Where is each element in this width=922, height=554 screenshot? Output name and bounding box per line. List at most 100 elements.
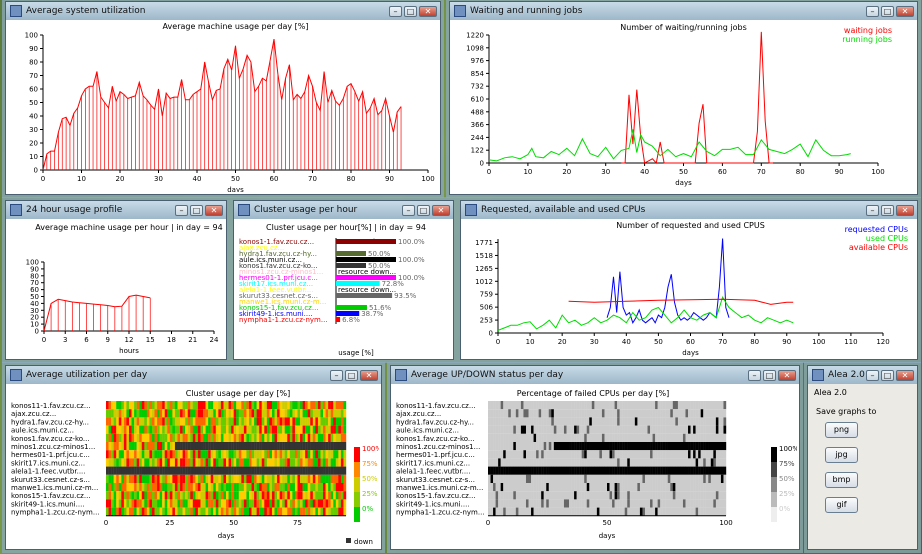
save-png-button[interactable]: png: [825, 422, 858, 438]
maximize-button[interactable]: □: [881, 204, 894, 216]
maximize-button[interactable]: □: [190, 204, 203, 216]
heat-cell: [614, 466, 618, 475]
close-button[interactable]: ✕: [205, 204, 223, 216]
heat-cell: [604, 442, 608, 451]
heat-cell: [190, 442, 194, 451]
heat-cell: [164, 458, 168, 467]
maximize-button[interactable]: □: [404, 5, 417, 17]
minimize-button[interactable]: –: [389, 5, 402, 17]
heat-cell: [172, 409, 176, 418]
heat-cell: [205, 450, 209, 459]
titlebar[interactable]: 24 hour usage profile – □ ✕: [6, 201, 226, 219]
row-label: hydra1.fav.zcu.cz-hy...: [11, 418, 89, 426]
heat-cell: [538, 450, 542, 459]
heat-cell: [248, 442, 252, 451]
heat-cell: [660, 450, 663, 459]
heat-cell: [579, 483, 582, 492]
heat-cell: [637, 466, 641, 475]
heat-cell: [146, 442, 150, 451]
titlebar[interactable]: Cluster usage per hour – □ ✕: [234, 201, 453, 219]
minimize-button[interactable]: –: [866, 369, 879, 381]
maximize-button[interactable]: □: [881, 5, 894, 17]
heat-cell: [518, 491, 522, 500]
titlebar[interactable]: Alea 2.0 – □ ✕: [808, 366, 917, 384]
maximize-button[interactable]: □: [881, 369, 894, 381]
heat-cell: [126, 474, 130, 483]
heat-cell: [533, 491, 537, 500]
heat-cell: [604, 499, 608, 508]
heat-cell: [662, 474, 666, 483]
heat-cell: [698, 507, 701, 516]
heat-cell: [503, 425, 506, 434]
heat-cell: [340, 425, 344, 434]
heat-cell: [510, 499, 514, 508]
heat-cell: [513, 483, 517, 492]
heat-cell: [241, 433, 245, 442]
close-button[interactable]: ✕: [360, 369, 378, 381]
heat-cell: [660, 499, 663, 508]
heat-cell: [146, 458, 150, 467]
heat-cell: [612, 466, 615, 475]
close-button[interactable]: ✕: [419, 5, 437, 17]
heat-cell: [174, 425, 178, 434]
titlebar[interactable]: Average system utilization – □ ✕: [6, 2, 440, 20]
close-button[interactable]: ✕: [778, 369, 796, 381]
heat-cell: [274, 458, 278, 467]
maximize-button[interactable]: □: [763, 369, 776, 381]
save-bmp-button[interactable]: bmp: [825, 472, 858, 488]
titlebar[interactable]: Requested, available and used CPUs – □ ✕: [461, 201, 917, 219]
maximize-button[interactable]: □: [345, 369, 358, 381]
heat-cell: [182, 483, 186, 492]
minimize-button[interactable]: –: [866, 204, 879, 216]
heat-cell: [274, 499, 278, 508]
window-waiting-running-jobs: Waiting and running jobs – □ ✕ Number of w…: [449, 1, 918, 195]
heat-cell: [323, 499, 326, 508]
heat-cell: [292, 491, 296, 500]
maximize-button[interactable]: □: [417, 204, 430, 216]
heat-cell: [187, 425, 191, 434]
heat-cell: [518, 409, 522, 418]
heat-cell: [338, 425, 342, 434]
close-button[interactable]: ✕: [896, 369, 914, 381]
heat-cell: [162, 491, 165, 500]
heat-cell: [279, 507, 283, 516]
heat-cell: [333, 466, 336, 475]
heat-cell: [269, 425, 273, 434]
heat-cell: [682, 466, 686, 475]
save-gif-button[interactable]: gif: [825, 497, 858, 513]
save-jpg-button[interactable]: jpg: [825, 447, 858, 463]
heat-cell: [203, 499, 206, 508]
heat-cell: [305, 483, 308, 492]
minimize-button[interactable]: –: [748, 369, 761, 381]
heat-cell: [305, 466, 308, 475]
titlebar[interactable]: Waiting and running jobs – □ ✕: [450, 2, 917, 20]
close-button[interactable]: ✕: [896, 5, 914, 17]
heat-cell: [634, 483, 638, 492]
heat-cell: [612, 499, 615, 508]
heat-cell: [243, 499, 247, 508]
heat-cell: [571, 507, 575, 516]
close-button[interactable]: ✕: [896, 204, 914, 216]
heat-cell: [279, 483, 283, 492]
heat-cell: [141, 425, 145, 434]
heat-cell: [287, 466, 291, 475]
heat-cell: [586, 442, 590, 451]
heat-cell: [162, 409, 165, 418]
heat-cell: [190, 507, 194, 516]
heat-cell: [254, 466, 257, 475]
heat-cell: [569, 491, 572, 500]
minimize-button[interactable]: –: [175, 204, 188, 216]
heat-cell: [246, 409, 250, 418]
heat-cell: [703, 474, 706, 483]
minimize-button[interactable]: –: [330, 369, 343, 381]
close-button[interactable]: ✕: [432, 204, 450, 216]
minimize-button[interactable]: –: [402, 204, 415, 216]
heat-cell: [302, 401, 306, 410]
titlebar[interactable]: Average utilization per day – □ ✕: [6, 366, 381, 384]
heat-cell: [634, 442, 638, 451]
titlebar[interactable]: Average UP/DOWN status per day – □ ✕: [391, 366, 799, 384]
heat-cell: [197, 450, 201, 459]
heat-cell: [708, 458, 712, 467]
heat-cell: [660, 458, 663, 467]
minimize-button[interactable]: –: [866, 5, 879, 17]
